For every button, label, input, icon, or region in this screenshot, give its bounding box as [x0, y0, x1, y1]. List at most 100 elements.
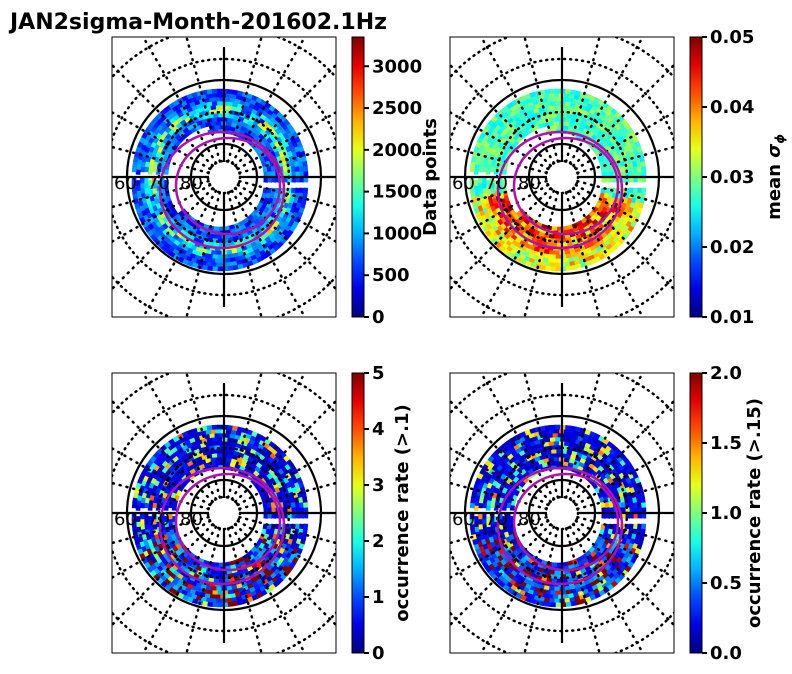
heatmap-cell: [211, 436, 218, 442]
dotted-meridian: [230, 373, 306, 501]
heatmap-cell: [217, 436, 223, 442]
heatmap-cell: [555, 602, 561, 608]
heatmap-cell: [549, 590, 556, 596]
dotted-meridian: [568, 525, 644, 653]
dotted-meridian: [238, 145, 336, 175]
heatmap-cell: [206, 601, 213, 607]
heatmap-cell: [477, 182, 483, 189]
heatmap-cell: [548, 598, 555, 604]
colorbar-label: mean σϕ: [764, 134, 787, 220]
dotted-meridian: [564, 37, 601, 163]
polar-panel-top-left: 60 70 80: [111, 36, 337, 318]
heatmap-cell: [215, 598, 222, 604]
heatmap-cell: [303, 166, 309, 173]
heatmap-cell: [215, 586, 222, 592]
dotted-meridian: [564, 191, 601, 317]
heatmap-cell: [641, 523, 647, 530]
dotted-meridian: [450, 63, 552, 167]
dotted-meridian: [450, 179, 548, 209]
heatmap-cell: [227, 265, 234, 271]
dotted-meridian: [450, 110, 550, 171]
dotted-meridian: [236, 446, 336, 507]
heatmap-cell: [210, 262, 217, 268]
radial-tick-label: 70: [485, 173, 508, 194]
dotted-meridian: [226, 373, 263, 499]
heatmap-cell: [211, 266, 218, 272]
radial-tick-label: 70: [147, 509, 170, 530]
auroral-oval-inner: [174, 136, 282, 236]
heatmap-cell: [211, 590, 218, 596]
radial-tick-label: 80: [180, 509, 203, 530]
colorbar-tick-label: 1500: [372, 182, 422, 203]
polar-panel-bottom-left: 60 70 80: [111, 372, 337, 654]
dotted-meridian: [238, 481, 336, 511]
dotted-meridian: [185, 191, 222, 317]
dotted-meridian: [112, 523, 214, 627]
heatmap-cell: [469, 502, 475, 509]
heatmap-cell: [553, 92, 560, 98]
heatmap-cell: [211, 424, 218, 430]
colorbar-gradient: [351, 372, 365, 654]
dotted-meridian: [112, 187, 214, 291]
dotted-meridian: [238, 515, 336, 545]
axes-frame: [111, 36, 337, 318]
heatmap-cell: [211, 88, 218, 94]
heatmap-cell: [640, 497, 646, 504]
heatmap-cell: [215, 250, 222, 256]
radial-tick-label: 70: [485, 509, 508, 530]
heatmap-cell: [549, 424, 556, 430]
polar-panel-top-right: 60 70 80: [449, 36, 675, 318]
auroral-oval-inner: [512, 472, 620, 572]
heatmap-cell: [206, 265, 213, 271]
heatmap-cell: [139, 182, 145, 189]
colorbar: 0 1 2 3 4 5 occurrence rate (>.1): [351, 363, 413, 664]
dotted-meridian: [185, 527, 222, 653]
dotted-meridian: [450, 515, 548, 545]
heatmap-cell: [555, 436, 561, 442]
dotted-meridian: [480, 37, 556, 165]
heatmap-cell: [215, 428, 222, 434]
dotted-meridian: [142, 525, 218, 653]
colorbar-gradient: [689, 36, 703, 318]
colorbar-tick-label: 500: [372, 265, 410, 286]
auroral-oval-outer: [158, 130, 286, 250]
dotted-meridian: [576, 179, 674, 209]
heatmap-cell: [544, 601, 551, 607]
heatmap-cell: [553, 586, 560, 592]
heatmap-cell: [570, 600, 577, 607]
heatmap-cell: [640, 161, 646, 168]
dotted-meridian: [234, 523, 336, 627]
colorbar-tick-label: 0: [372, 643, 385, 664]
heatmap-cell: [215, 92, 222, 98]
colorbar-label: occurrence rate (>.1): [392, 404, 413, 621]
dotted-meridian: [572, 399, 674, 503]
dotted-meridian: [572, 63, 674, 167]
heatmap-cell: [217, 590, 223, 596]
dotted-meridian: [523, 527, 560, 653]
heatmap-cell: [477, 518, 483, 525]
heatmap-cell: [552, 258, 559, 264]
dotted-meridian: [226, 527, 263, 653]
heatmap-cell: [214, 432, 221, 438]
heatmap-cell: [552, 432, 559, 438]
colorbar-gradient: [351, 36, 365, 318]
colorbar-label: Data points: [420, 118, 441, 236]
colorbar-tick-label: 3: [372, 475, 385, 496]
heatmap-cell: [215, 440, 222, 446]
colorbar-label: occurrence rate (>.15): [744, 398, 765, 628]
heatmap-cell: [553, 598, 560, 604]
radial-tick-label: 60: [452, 173, 475, 194]
heatmap-cell: [215, 104, 222, 110]
heatmap-cell: [217, 88, 223, 94]
dotted-meridian: [230, 37, 306, 165]
heatmap-cell: [217, 602, 223, 608]
dotted-meridian: [450, 187, 552, 291]
heatmap-cell: [641, 166, 647, 173]
heatmap-cell: [216, 116, 224, 122]
dotted-meridian: [226, 191, 263, 317]
heatmap-cell: [131, 502, 137, 509]
axes-frame: [449, 372, 675, 654]
heatmap-cell: [553, 456, 560, 462]
heatmap-cell: [553, 104, 560, 110]
